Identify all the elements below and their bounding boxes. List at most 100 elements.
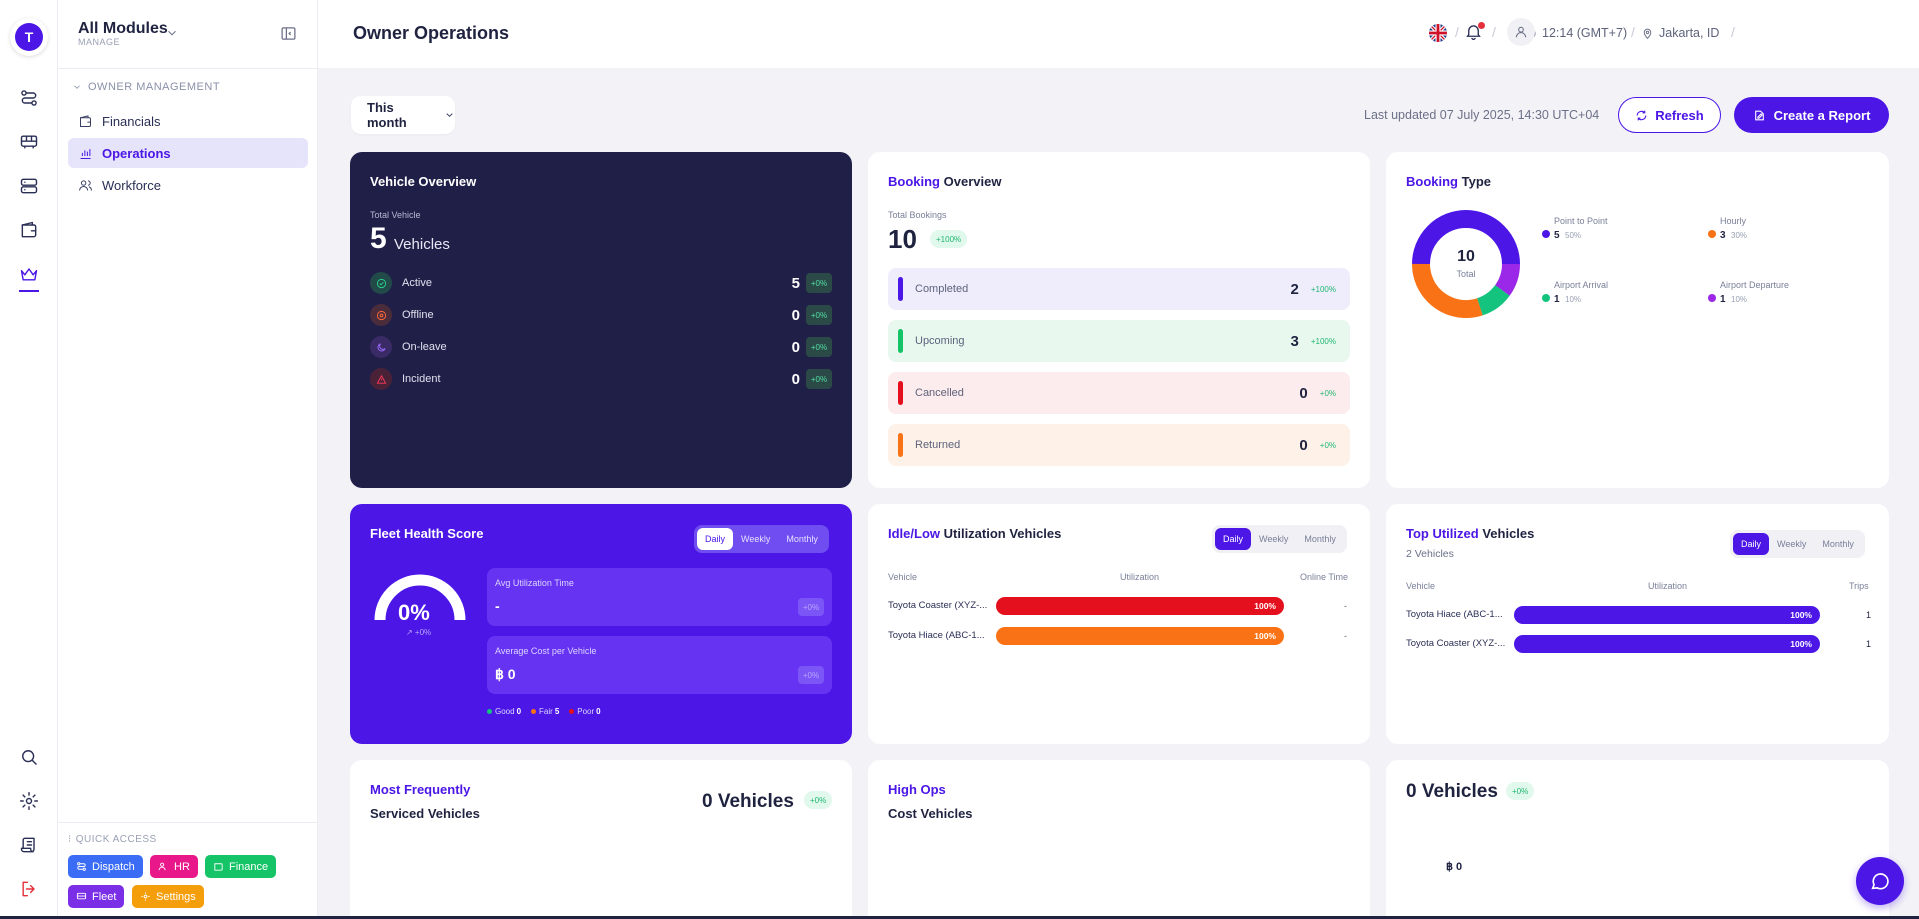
location-readout: Jakarta, ID bbox=[1641, 26, 1719, 40]
health-score: 0% bbox=[398, 600, 430, 625]
quick-access-fleet[interactable]: Fleet bbox=[68, 885, 125, 908]
window-bottom-edge bbox=[0, 916, 1919, 919]
legend-fair: Fair 5 bbox=[531, 707, 559, 716]
status-bar bbox=[898, 277, 903, 301]
total-bookings-label: Total Bookings bbox=[888, 210, 947, 220]
wallet-icon[interactable] bbox=[17, 218, 41, 242]
routes-icon[interactable] bbox=[17, 86, 41, 110]
bus-icon[interactable] bbox=[17, 130, 41, 154]
user-icon bbox=[1515, 26, 1527, 38]
donut-slice-hourly[interactable] bbox=[1410, 208, 1522, 320]
last-updated: Last updated 07 July 2025, 14:30 UTC+04 bbox=[1364, 108, 1600, 122]
most-serviced-card: Most Frequently Serviced Vehicles 0 Vehi… bbox=[350, 760, 852, 919]
notification-dot bbox=[1478, 22, 1485, 29]
trips-count: 1 bbox=[1866, 639, 1872, 649]
tab-weekly[interactable]: Weekly bbox=[1259, 534, 1289, 544]
card-title: Fleet Health Score bbox=[370, 526, 484, 541]
create-report-button[interactable]: Create a Report bbox=[1734, 97, 1889, 133]
card-title: Serviced Vehicles bbox=[370, 806, 480, 821]
crown-icon[interactable] bbox=[17, 262, 41, 292]
legend-dot bbox=[1542, 230, 1550, 238]
separator: / bbox=[1731, 24, 1735, 40]
status-bar bbox=[898, 433, 903, 457]
column-header: Vehicle bbox=[888, 572, 918, 582]
edit-icon bbox=[1754, 110, 1764, 120]
tab-daily[interactable]: Daily bbox=[1733, 533, 1770, 555]
status-bar bbox=[898, 381, 903, 405]
card-title: Booking Overview bbox=[888, 174, 1002, 189]
fleet-health-card: Fleet Health Score Daily Weekly Monthly … bbox=[350, 504, 852, 744]
legend-good: Good 0 bbox=[487, 707, 521, 716]
total-vehicle-value: 5 bbox=[370, 222, 387, 255]
booking-overview-card: Booking Overview Total Bookings 10 +100%… bbox=[868, 152, 1370, 488]
legend-dot bbox=[1708, 230, 1716, 238]
bell-icon[interactable] bbox=[1464, 22, 1485, 42]
booking-status-row: Cancelled 0 +0% bbox=[888, 372, 1350, 414]
vehicle-count: 0 Vehicles bbox=[1406, 781, 1498, 802]
refresh-icon bbox=[1636, 110, 1647, 120]
gear-icon[interactable] bbox=[17, 789, 41, 813]
tab-monthly[interactable]: Monthly bbox=[786, 534, 818, 544]
column-header: Trips bbox=[1849, 581, 1869, 591]
card-title: Vehicle Overview bbox=[370, 174, 477, 189]
status-bar bbox=[898, 329, 903, 353]
total-vehicle-label: Total Vehicle bbox=[370, 210, 421, 220]
check-circle-icon bbox=[370, 272, 392, 294]
vehicle-name: Toyota Coaster (XYZ-... bbox=[888, 600, 988, 611]
quick-access-finance[interactable]: Finance bbox=[205, 855, 277, 878]
uk-flag-icon[interactable] bbox=[1429, 24, 1447, 42]
sidebar-item-operations[interactable]: Operations bbox=[68, 138, 308, 168]
chevron-down-icon[interactable] bbox=[165, 26, 179, 40]
sidebar-item-financials[interactable]: Financials bbox=[68, 106, 308, 136]
tab-weekly[interactable]: Weekly bbox=[1777, 539, 1807, 549]
tab-monthly[interactable]: Monthly bbox=[1304, 534, 1336, 544]
routes-icon bbox=[77, 862, 86, 871]
donut-slice-airport-departure[interactable] bbox=[1412, 210, 1520, 318]
trips-count: 1 bbox=[1866, 610, 1872, 620]
module-title[interactable]: All Modules bbox=[78, 20, 168, 37]
logout-icon[interactable] bbox=[17, 877, 41, 901]
idle-utilization-card: Idle/Low Utilization Vehicles Daily Week… bbox=[868, 504, 1370, 744]
legend-poor: Poor 0 bbox=[569, 707, 601, 716]
gear-icon bbox=[141, 892, 150, 901]
tab-daily[interactable]: Daily bbox=[697, 528, 734, 550]
app-logo[interactable]: T bbox=[10, 18, 48, 56]
vehicle-overview-card: Vehicle Overview Total Vehicle 5 Vehicle… bbox=[350, 152, 852, 488]
top-utilized-card: Top Utilized Vehicles 2 Vehicles Daily W… bbox=[1386, 504, 1889, 744]
column-header: Vehicle bbox=[1406, 581, 1436, 591]
change-badge: +0% bbox=[1506, 782, 1535, 800]
tab-daily[interactable]: Daily bbox=[1215, 528, 1252, 550]
search-icon[interactable] bbox=[17, 745, 41, 769]
chat-button[interactable] bbox=[1856, 857, 1904, 905]
vehicle-name: Toyota Hiace (ABC-1... bbox=[888, 630, 985, 641]
pin-icon: ⁝ bbox=[68, 834, 72, 845]
refresh-button[interactable]: Refresh bbox=[1618, 97, 1721, 133]
health-score-change: ↗ +0% bbox=[406, 628, 432, 637]
period-select[interactable]: This month bbox=[351, 96, 455, 134]
bar-chart-icon bbox=[80, 148, 91, 159]
server-icon[interactable] bbox=[17, 174, 41, 198]
change-badge: +100% bbox=[930, 230, 968, 248]
change-badge: +0% bbox=[804, 791, 833, 809]
tab-weekly[interactable]: Weekly bbox=[741, 534, 771, 544]
users-icon bbox=[158, 862, 166, 871]
total-bookings-value: 10 bbox=[888, 224, 917, 254]
avatar[interactable] bbox=[1507, 18, 1535, 46]
warning-icon bbox=[370, 368, 392, 390]
chevron-down-icon bbox=[446, 113, 453, 118]
sidebar-item-workforce[interactable]: Workforce bbox=[68, 170, 308, 200]
module-subtitle: MANAGE bbox=[78, 37, 121, 47]
high-ops-card: High Ops Cost Vehicles bbox=[868, 760, 1370, 919]
vehicle-status-row: Offline 0 +0% bbox=[370, 304, 832, 326]
quick-access-hr[interactable]: HR bbox=[150, 855, 198, 878]
quick-access-settings[interactable]: Settings bbox=[132, 885, 204, 908]
donut-slice-airport-arrival[interactable] bbox=[1410, 208, 1522, 320]
vehicle-count: 0 Vehicles bbox=[702, 791, 794, 812]
group-owner-management[interactable]: OWNER MANAGEMENT bbox=[72, 81, 220, 93]
icon-rail: T bbox=[0, 0, 58, 919]
chevron-down-icon bbox=[74, 85, 80, 89]
quick-access-dispatch[interactable]: Dispatch bbox=[68, 855, 143, 878]
scroll-icon[interactable] bbox=[17, 833, 41, 857]
collapse-sidebar-icon[interactable] bbox=[280, 25, 298, 43]
tab-monthly[interactable]: Monthly bbox=[1822, 539, 1854, 549]
